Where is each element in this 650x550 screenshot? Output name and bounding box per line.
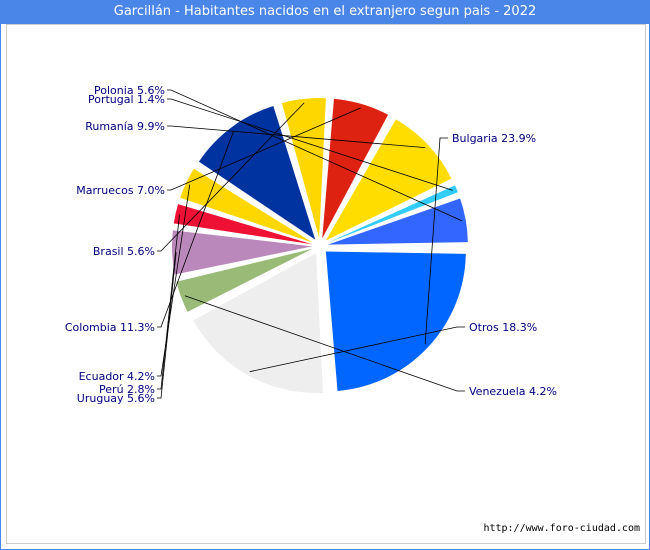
slice-labels: Bulgaria 23.9% Otros 18.3% Venezuela 4.2% U… — [65, 84, 557, 405]
slice-rumania — [325, 119, 452, 241]
slice-peru — [173, 204, 313, 245]
leader-line-brasil — [157, 102, 305, 252]
slice-label-ecuador: Ecuador 4.2% — [79, 370, 155, 383]
pie-slices — [172, 98, 468, 393]
slice-label-otros: Otros 18.3% — [469, 321, 537, 334]
chart-title: Garcillán - Habitantes nacidos en el ext… — [0, 0, 650, 24]
leader-lines — [157, 89, 465, 399]
slice-label-peru: Perú 2.8% — [99, 383, 155, 396]
plot-area — [6, 24, 646, 544]
leader-line-polonia — [167, 89, 462, 222]
leader-line-marruecos — [167, 107, 361, 191]
slice-venezuela — [176, 248, 313, 312]
leader-line-otros — [249, 326, 465, 373]
slice-brasil — [281, 98, 326, 239]
leader-line-rumania — [167, 125, 426, 148]
leader-line-venezuela — [184, 295, 465, 392]
slice-label-bulgaria: Bulgaria 23.9% — [452, 132, 536, 145]
slice-marruecos — [322, 98, 389, 239]
leader-line-bulgaria — [424, 137, 448, 345]
slice-label-rumania: Rumanía 9.9% — [85, 120, 165, 133]
slice-uruguay — [172, 230, 313, 275]
slice-portugal — [327, 185, 458, 243]
slice-colombia — [198, 106, 316, 240]
slice-label-brasil: Brasil 5.6% — [93, 245, 155, 258]
leader-line-colombia — [157, 130, 235, 328]
slice-bulgaria — [325, 251, 466, 391]
slice-label-portugal: Portugal 1.4% — [88, 93, 165, 106]
slice-label-colombia: Colombia 11.3% — [65, 321, 155, 334]
slice-label-venezuela: Venezuela 4.2% — [469, 385, 557, 398]
slice-label-polonia: Polonia 5.6% — [94, 84, 165, 97]
leader-line-ecuador — [157, 184, 191, 377]
slice-label-marruecos: Marruecos 7.0% — [76, 184, 165, 197]
leader-line-peru — [157, 214, 180, 390]
slice-otros — [193, 252, 323, 393]
leader-line-portugal — [167, 98, 453, 191]
slice-ecuador — [180, 168, 313, 243]
source-link[interactable]: http://www.foro-ciudad.com — [483, 523, 640, 534]
slice-label-uruguay: Uruguay 5.6% — [77, 392, 155, 405]
